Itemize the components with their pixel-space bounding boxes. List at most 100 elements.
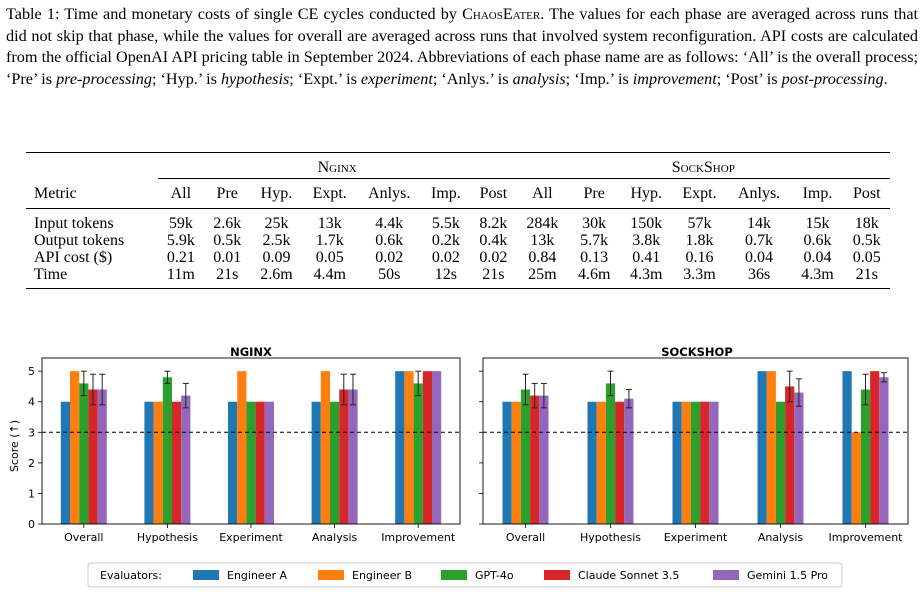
phase-header: Anlys. — [356, 178, 422, 209]
table-cell: 4.3m — [620, 266, 673, 289]
table-cell: 50s — [356, 266, 422, 289]
caption-label: Table 1: — [6, 5, 60, 23]
table-cell: 0.01 — [213, 249, 242, 266]
phase-header: Post — [843, 178, 890, 209]
table-caption: Table 1: Time and monetary costs of sing… — [6, 4, 918, 90]
bar — [228, 401, 238, 524]
table-cell: 21s — [843, 266, 890, 289]
bar — [757, 371, 767, 524]
table-cell: 30k — [582, 215, 607, 232]
table-row: API cost ($) 0.21 0.01 0.09 0.05 0.02 0.02 0.02… — [26, 249, 890, 266]
x-tick-label: Hypothesis — [137, 531, 198, 544]
y-axis-label: Score (↑) — [8, 420, 21, 472]
table-cell: 0.09 — [262, 249, 291, 266]
table-cell: 57k — [687, 215, 712, 232]
table-cell: 0.6k — [803, 232, 832, 249]
bar — [766, 371, 776, 524]
table-cell: 284k — [526, 215, 559, 232]
x-tick-label: Analysis — [312, 531, 358, 544]
table-cell: 11m — [157, 266, 205, 289]
group-header-sockshop: SockShop — [516, 159, 890, 179]
table-cell: 0.21 — [166, 249, 195, 266]
x-tick-label: Improvement — [381, 531, 456, 544]
legend-swatch — [193, 570, 219, 580]
caption-term: pre-processing — [56, 69, 152, 88]
bar — [432, 371, 442, 524]
metric-label: API cost ($) — [34, 249, 113, 266]
y-tick-label: 5 — [28, 365, 35, 378]
y-tick-label: 0 — [28, 518, 35, 531]
bar — [615, 401, 625, 524]
table-cell: 0.2k — [431, 232, 460, 249]
table-cell: 0.84 — [528, 249, 557, 266]
table-cell: 4.3m — [791, 266, 844, 289]
table-row: Input tokens 59k 2.6k 25k 13k 4.4k 5.5k 8.2k 284… — [26, 209, 890, 233]
bar — [681, 401, 691, 524]
bar — [88, 389, 98, 524]
caption-term: post-processing — [781, 69, 884, 88]
caption-text: ; ‘Expt.’ is — [289, 69, 361, 88]
table-cell: 0.13 — [580, 249, 609, 266]
table-cell: 25m — [516, 266, 569, 289]
phase-header: Imp. — [791, 178, 844, 209]
table-cell: 1.7k — [315, 232, 344, 249]
bar — [339, 389, 349, 524]
metric-label: Input tokens — [34, 215, 114, 232]
phase-header: Post — [470, 178, 517, 209]
y-tick-label: 1 — [28, 487, 35, 500]
bar — [395, 371, 405, 524]
table-cell: 0.5k — [852, 232, 881, 249]
x-tick-label: Hypothesis — [580, 531, 641, 544]
table-cell: 0.41 — [632, 249, 661, 266]
caption-term: hypothesis — [220, 69, 290, 88]
phase-header: Hyp. — [620, 178, 673, 209]
table-cell: 13k — [317, 215, 342, 232]
y-tick-label: 4 — [28, 396, 35, 409]
plot-frame — [482, 357, 909, 525]
bar — [709, 401, 719, 524]
caption-text: ; ‘Anlys.’ is — [432, 69, 513, 88]
table-cell: 15k — [805, 215, 830, 232]
caption-text: . — [883, 69, 888, 88]
table-cell: 0.5k — [213, 232, 242, 249]
table-cell: 4.4m — [302, 266, 357, 289]
legend-entry: GPT-4o — [475, 569, 514, 582]
bar — [794, 392, 804, 524]
bar — [700, 401, 710, 524]
caption-text: ; ‘Imp.’ is — [565, 69, 633, 88]
legend-title: Evaluators: — [100, 569, 162, 582]
cost-table: Nginx SockShop Metric All Pre Hyp. Expt. Anl… — [26, 152, 890, 289]
caption-text: ; ‘Hyp.’ is — [151, 69, 221, 88]
table-cell: 25k — [264, 215, 289, 232]
bar — [311, 401, 321, 524]
phase-header: Expt. — [672, 178, 727, 209]
bar — [502, 401, 512, 524]
phase-header: Expt. — [302, 178, 357, 209]
chart-title-nginx: NGINX — [230, 345, 272, 359]
table-cell: 36s — [726, 266, 792, 289]
y-tick-label: 2 — [28, 457, 35, 470]
table-cell: 0.16 — [685, 249, 714, 266]
chart-nginx: NGINX 0 1 2 3 4 5 Overall Hypothesis Experiment A… — [8, 345, 461, 544]
table-cell: 4.4k — [375, 215, 404, 232]
legend-swatch — [318, 570, 344, 580]
phase-header: Imp. — [421, 178, 471, 209]
legend-swatch — [544, 570, 570, 580]
bar — [422, 371, 432, 524]
bar — [587, 401, 597, 524]
table-cell: 0.02 — [479, 249, 508, 266]
bar — [255, 401, 265, 524]
phase-header: Pre — [204, 178, 251, 209]
table-cell: 0.6k — [375, 232, 404, 249]
bar — [60, 401, 70, 524]
table-cell: 8.2k — [479, 215, 508, 232]
table-cell: 0.05 — [852, 249, 881, 266]
table-cell: 0.02 — [375, 249, 404, 266]
bar — [264, 401, 274, 524]
bar — [530, 395, 540, 524]
bar — [842, 371, 852, 524]
bar — [870, 371, 880, 524]
x-tick-label: Overall — [506, 531, 545, 544]
phase-header: Anlys. — [726, 178, 792, 209]
bar — [605, 383, 616, 524]
